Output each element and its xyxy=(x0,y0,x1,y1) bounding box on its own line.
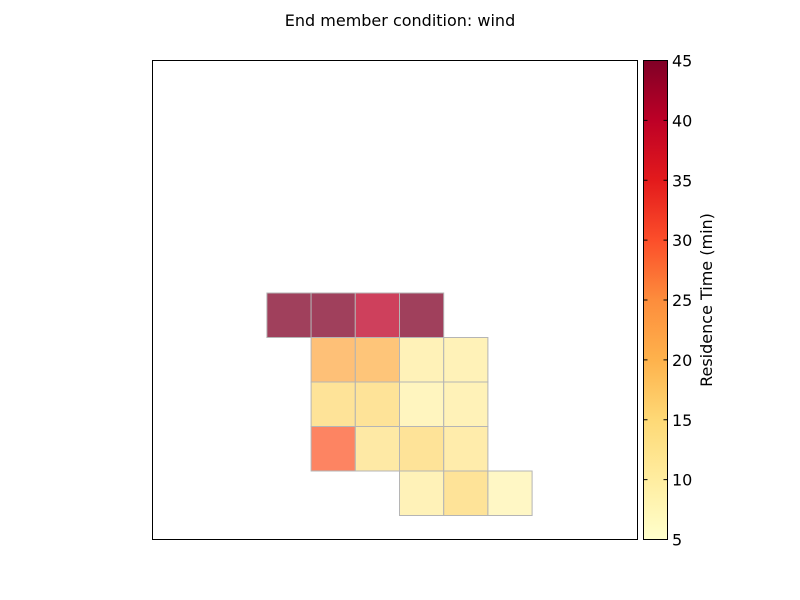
heatmap-cell-18 xyxy=(487,470,533,516)
heatmap-cell-6 xyxy=(399,337,445,383)
heatmap-cell-15 xyxy=(443,426,489,472)
heatmap-cell-4 xyxy=(310,337,356,383)
heatmap-cell-2 xyxy=(354,292,400,338)
heatmap-cell-9 xyxy=(354,381,400,427)
heatmap-cell-16 xyxy=(399,470,445,516)
heatmap-cell-1 xyxy=(310,292,356,338)
heatmap-cells xyxy=(266,292,533,516)
colorbar-tick-label-5: 30 xyxy=(672,231,692,250)
heatmap-cell-0 xyxy=(266,292,312,338)
heatmap-cell-5 xyxy=(354,337,400,383)
heatmap-cell-17 xyxy=(443,470,489,516)
heatmap-cell-12 xyxy=(310,426,356,472)
colorbar-ticks: 5 10 15 20 25 30 35 40 45 xyxy=(643,52,692,550)
heatmap-cell-10 xyxy=(399,381,445,427)
heatmap-cell-3 xyxy=(399,292,445,338)
colorbar-tick-label-7: 40 xyxy=(672,111,692,130)
colorbar-tick-label-0: 5 xyxy=(672,531,682,550)
heatmap-cell-13 xyxy=(354,426,400,472)
heatmap-cell-14 xyxy=(399,426,445,472)
heatmap-cell-7 xyxy=(443,337,489,383)
colorbar-tick-label-1: 10 xyxy=(672,471,692,490)
plot-frame xyxy=(152,60,638,540)
colorbar-tick-label-8: 45 xyxy=(672,52,692,71)
colorbar-tick-label-2: 15 xyxy=(672,411,692,430)
colorbar-tick-label-3: 20 xyxy=(672,351,692,370)
colorbar-tick-label-4: 25 xyxy=(672,291,692,310)
heatmap-cell-11 xyxy=(443,381,489,427)
heatmap-cell-8 xyxy=(310,381,356,427)
colorbar-tick-label-6: 35 xyxy=(672,171,692,190)
chart-title: End member condition: wind xyxy=(285,11,515,30)
colorbar-label: Residence Time (min) xyxy=(697,213,716,387)
